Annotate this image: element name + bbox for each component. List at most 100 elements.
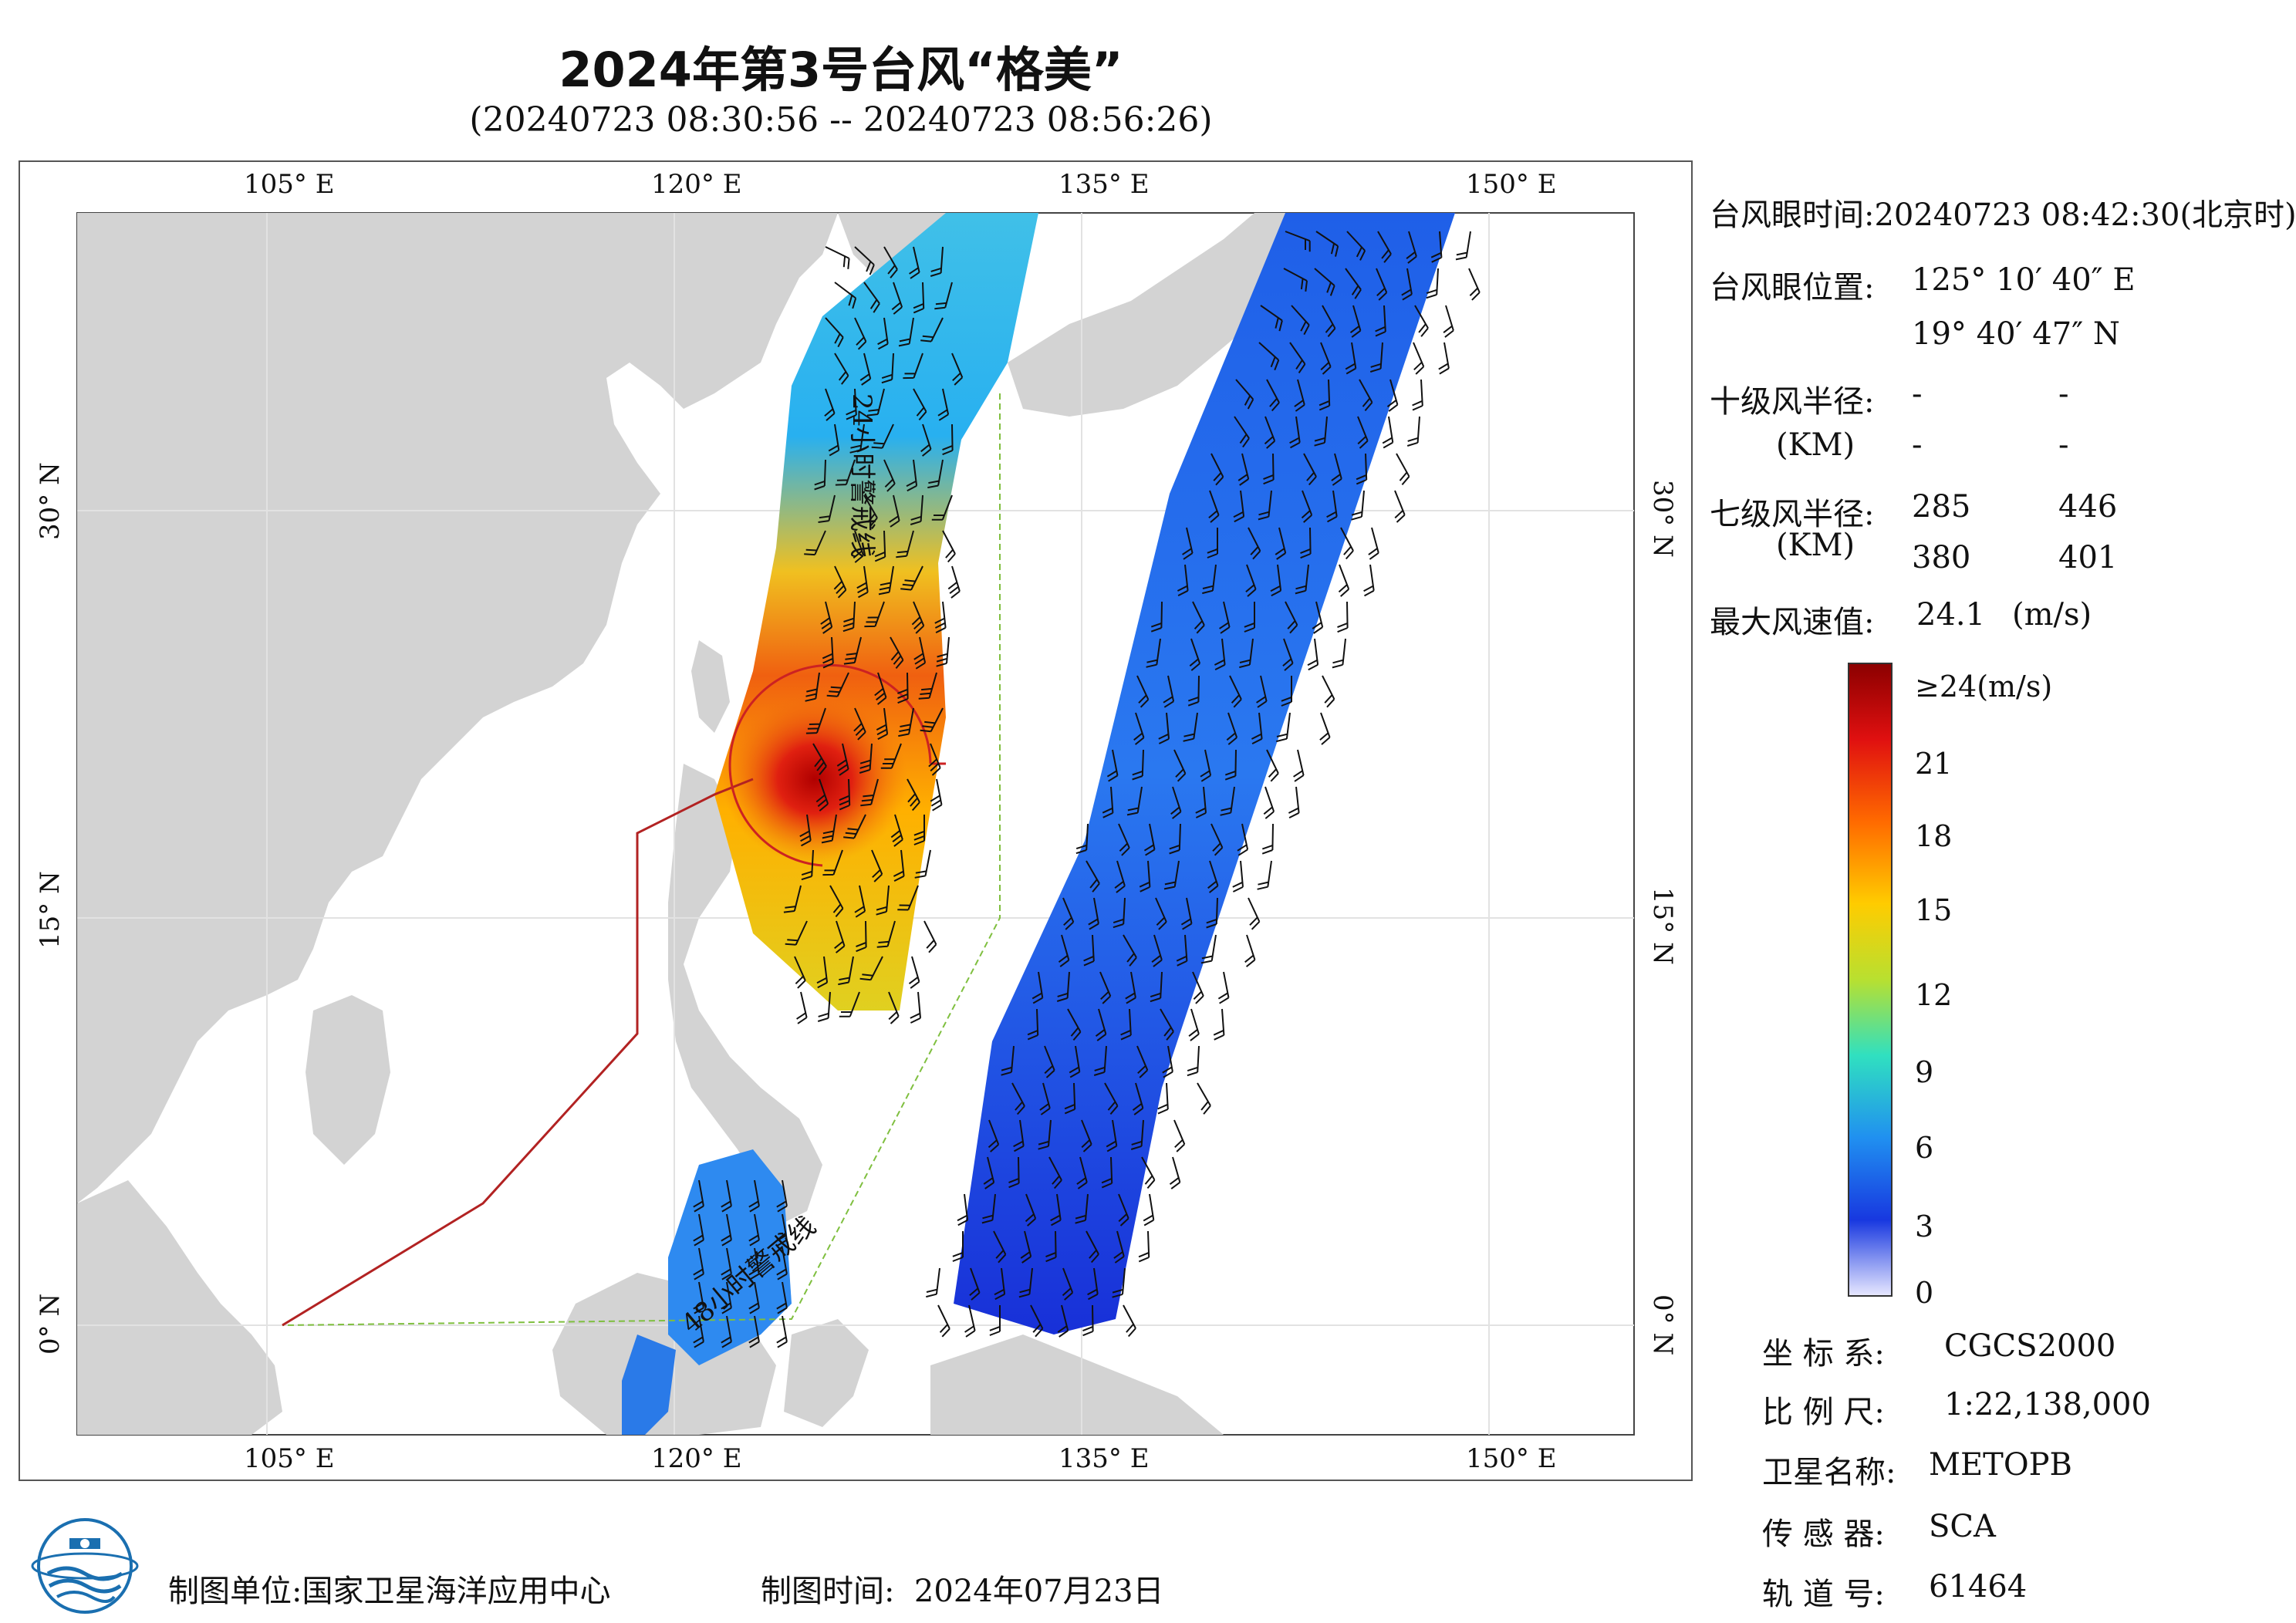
crs-label: 坐 标 系: [1762, 1336, 1885, 1372]
wind-barb [1207, 860, 1219, 893]
wind-barb [1224, 749, 1237, 781]
wind-barb [1076, 1156, 1088, 1189]
wind-barb [1093, 1045, 1107, 1076]
wind-barb [785, 920, 808, 946]
wind-field-map: 24小时警戒线 48小时警戒线 105° E 120° E 135° E 150… [35, 169, 1678, 1474]
wind-barb [1285, 231, 1311, 252]
wind-barb [1443, 305, 1454, 338]
wind-barb [1008, 1156, 1020, 1189]
sulawesi [784, 1319, 869, 1427]
wind-barb [748, 1247, 760, 1281]
map-frame: 24小时警戒线 48小时警戒线 105° E 120° E 135° E 150… [19, 160, 1693, 1481]
wind-barb [1011, 1082, 1025, 1115]
wind-barbs [693, 231, 1481, 1348]
wind-barb [1197, 1082, 1211, 1115]
wind-barb [843, 636, 862, 665]
colorbar-label-15: 15 [1915, 893, 1953, 927]
wind-barb [1406, 416, 1420, 447]
wind-barb [952, 1231, 964, 1262]
wind-barb [1095, 1008, 1107, 1041]
wind-barb [1214, 638, 1226, 670]
wind-barb [1018, 1267, 1033, 1298]
wind-barb [897, 885, 919, 911]
wind-barb [891, 282, 903, 315]
wind-barb [913, 636, 927, 670]
wind-barb [1264, 416, 1276, 449]
wind-radius-circle [728, 663, 932, 867]
wind-barb [1291, 305, 1310, 336]
wind-barb [849, 423, 865, 454]
wind-barb [721, 1315, 732, 1348]
wind-barb [871, 849, 883, 882]
wind-barb [878, 565, 894, 596]
wind-barb [814, 459, 826, 491]
wind-barb [936, 636, 950, 667]
wind-barb [1322, 675, 1335, 708]
r10-value-3: - [1912, 427, 1923, 463]
wind-barb [1213, 1008, 1225, 1041]
wind-barb [1102, 786, 1114, 818]
wind-barb [1169, 823, 1181, 855]
wind-barb [1106, 749, 1119, 782]
wind-barb [1319, 379, 1331, 411]
wind-barb [839, 991, 860, 1017]
wind-barb [1266, 379, 1280, 412]
wind-barb [794, 956, 806, 989]
wind-barb [1183, 712, 1198, 742]
wind-barb [930, 246, 944, 277]
wind-barb [1351, 490, 1365, 521]
eye-time-value: 20240723 08:42:30(北京时) [1874, 197, 2296, 233]
wind-barb [776, 1247, 788, 1281]
wind-barb [897, 672, 909, 704]
wind-barb [801, 849, 814, 881]
wind-barb [1261, 823, 1274, 855]
wind-barb [836, 743, 849, 776]
colorbar-label-24: ≥24(m/s) [1915, 670, 2053, 704]
wind-barb [1266, 749, 1279, 782]
wind-barb [1173, 1119, 1186, 1152]
wind-barb [1377, 231, 1392, 263]
wind-barb [1030, 1304, 1044, 1338]
wind-barb [1132, 1082, 1144, 1115]
wind-barb [1245, 564, 1257, 597]
bottom-lon-label-150: 150° E [1466, 1443, 1557, 1474]
wind-barb [909, 246, 920, 279]
wind-barb [1426, 268, 1439, 299]
wind-barb [937, 388, 950, 421]
wind-barb [1001, 1045, 1015, 1076]
wind-barb [1192, 971, 1204, 1004]
footer-org-value: 国家卫星海洋应用中心 [302, 1574, 611, 1609]
wind-barb [1337, 601, 1349, 633]
wind-barb [1331, 453, 1342, 486]
wind-barb [1045, 1230, 1057, 1263]
wind-barb [1356, 453, 1368, 485]
wind-barb [926, 1267, 940, 1298]
wind-barb [1294, 379, 1305, 412]
wind-barb [1032, 971, 1044, 1004]
wind-barb [1322, 305, 1336, 338]
wind-barb [1025, 1193, 1037, 1227]
right-lat-label-30: 30° N [1647, 480, 1678, 558]
r7-value-2: 446 [2058, 489, 2118, 525]
wind-barb [1177, 564, 1189, 596]
top-lon-label-120: 120° E [651, 169, 742, 200]
colorbar [1848, 663, 1893, 1297]
wind-barb [816, 956, 829, 989]
wind-barb [854, 885, 866, 918]
wind-barb [910, 991, 921, 1024]
wind-barb [843, 814, 866, 839]
wind-barb [1187, 675, 1200, 707]
wind-barb [838, 956, 854, 986]
r10-value-1: - [1912, 376, 1923, 412]
wind-barb [1260, 305, 1283, 332]
wind-barb [1414, 305, 1429, 337]
scale-label: 比 例 尺: [1762, 1395, 1885, 1430]
wind-barb [1083, 934, 1095, 967]
r7-label: 七级风半径: [1710, 497, 1875, 532]
wind-barb [1239, 638, 1254, 669]
wind-barb [1132, 749, 1144, 781]
wind-barb [920, 423, 932, 457]
wind-barb [748, 1213, 760, 1247]
colorbar-label-18: 18 [1915, 819, 1953, 853]
wind-barb [820, 601, 833, 634]
